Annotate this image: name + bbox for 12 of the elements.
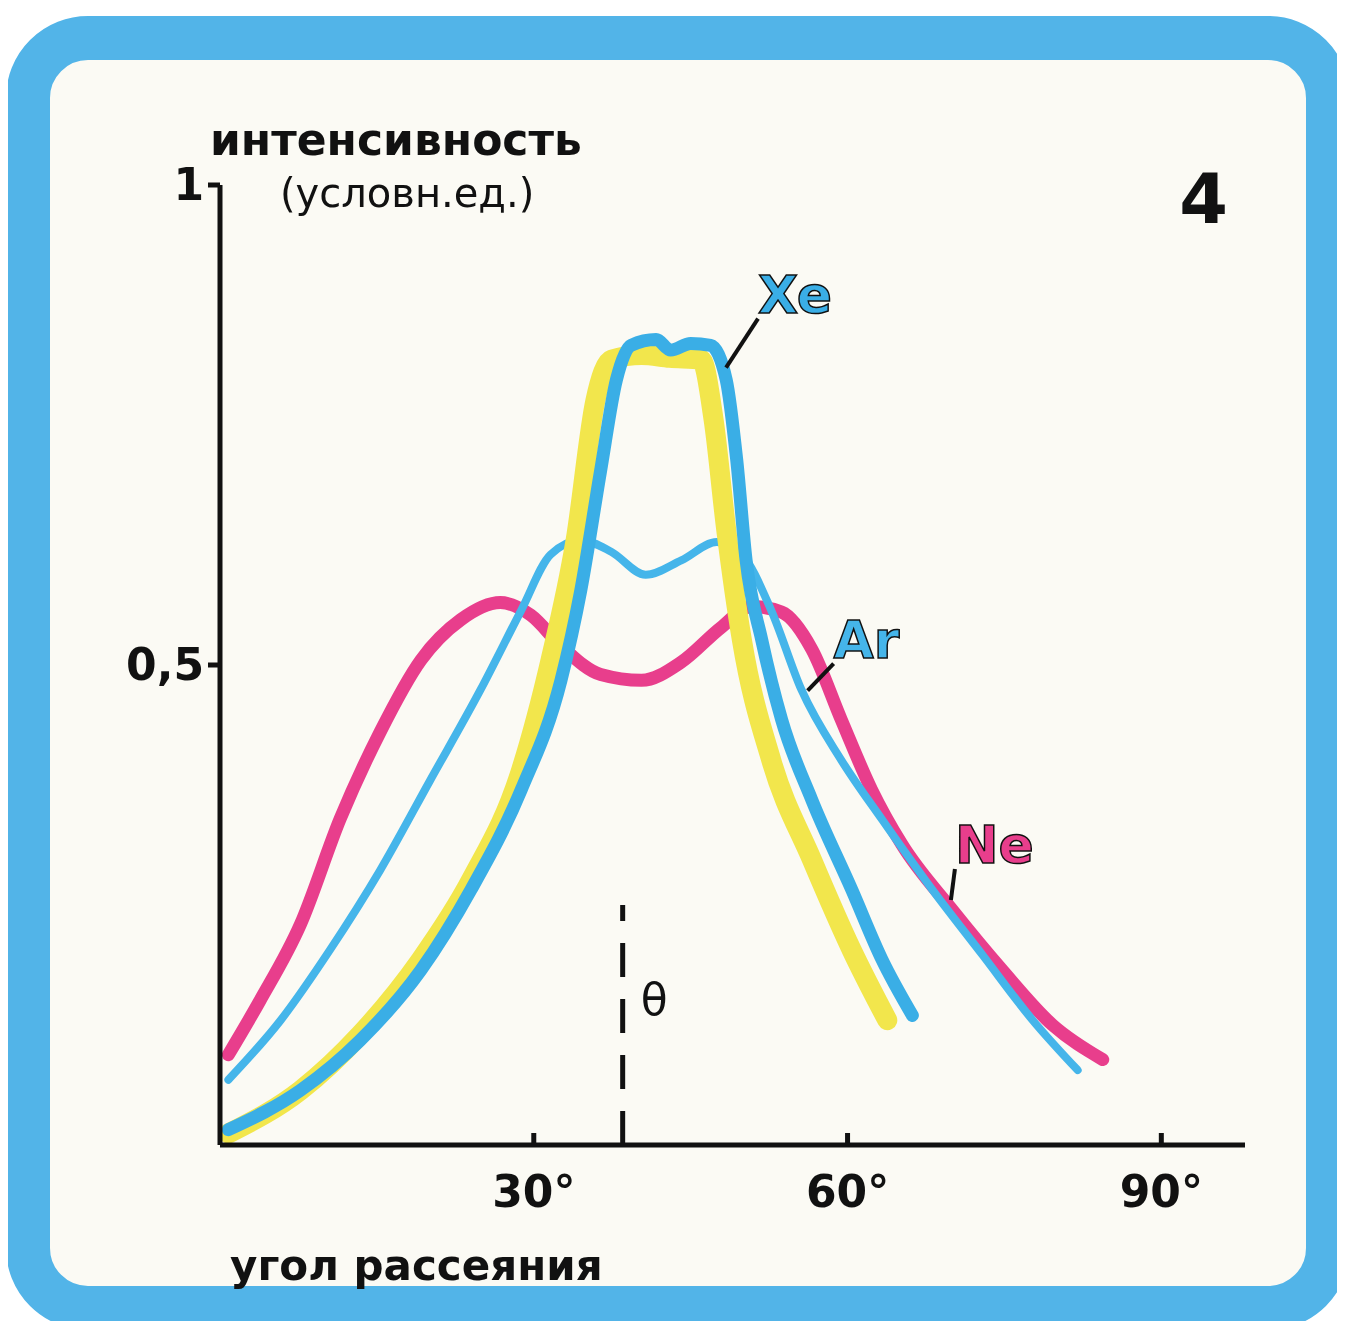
x-tick-label: 60° xyxy=(805,1166,890,1217)
annotation: 4 xyxy=(1179,158,1228,240)
x-tick-label: 90° xyxy=(1119,1166,1203,1217)
x-tick-label: 30° xyxy=(492,1166,576,1217)
y-tick-label: 0,5 xyxy=(126,639,204,691)
y-axis-title: интенсивность (условн.ед.) xyxy=(210,114,582,216)
series-label: Ar xyxy=(833,609,900,670)
series-label: Xe xyxy=(758,264,833,325)
y-tick-label: 1 xyxy=(173,159,204,211)
series-label: Ne xyxy=(954,815,1034,875)
ref-line-label: θ xyxy=(640,974,668,1026)
x-axis-title: угол рассеяния xyxy=(230,1241,603,1290)
